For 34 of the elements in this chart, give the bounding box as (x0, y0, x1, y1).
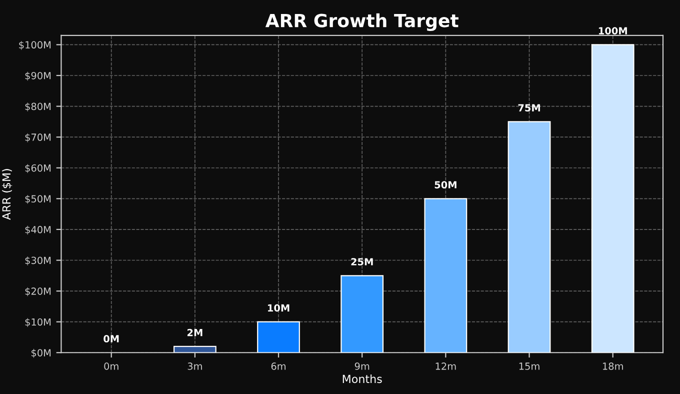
bar (173, 346, 216, 353)
data-label: 25M (351, 258, 373, 266)
y-tick-label: $0M (32, 348, 51, 358)
y-tick-label: $20M (25, 287, 51, 296)
x-tick-label: 18m (602, 362, 623, 370)
bar (424, 198, 468, 353)
chart-title: ARR Growth Target (265, 13, 458, 32)
data-label: 2M (187, 328, 202, 336)
bar (508, 121, 551, 353)
bar (340, 275, 384, 353)
bar (257, 321, 300, 353)
y-tick-label: $10M (25, 318, 51, 327)
bar (591, 44, 634, 353)
data-label: 0M (104, 335, 119, 342)
y-tick-label: $100M (19, 41, 51, 50)
y-tick-label: $70M (25, 133, 51, 142)
y-tick-label: $40M (25, 226, 51, 235)
x-tick-label: 9m (354, 362, 370, 370)
x-tick-label: 0m (104, 362, 118, 370)
x-tick-label: 12m (436, 362, 456, 370)
y-axis-title: ARR ($M) (2, 169, 12, 220)
y-tick-label: $90M (25, 72, 51, 81)
data-label: 10M (268, 304, 290, 312)
y-tick-label: $60M (25, 164, 51, 173)
y-tick-label: $80M (25, 102, 51, 112)
x-tick-label: 15m (519, 362, 540, 370)
data-label: 100M (598, 27, 627, 34)
y-tick-label: $30M (25, 256, 51, 266)
x-tick-label: 6m (271, 362, 286, 370)
y-tick-label: $50M (25, 194, 51, 204)
data-label: 50M (434, 181, 456, 188)
x-axis-title: Months (342, 374, 382, 384)
x-tick-label: 3m (188, 362, 202, 370)
data-label: 75M (518, 104, 540, 112)
